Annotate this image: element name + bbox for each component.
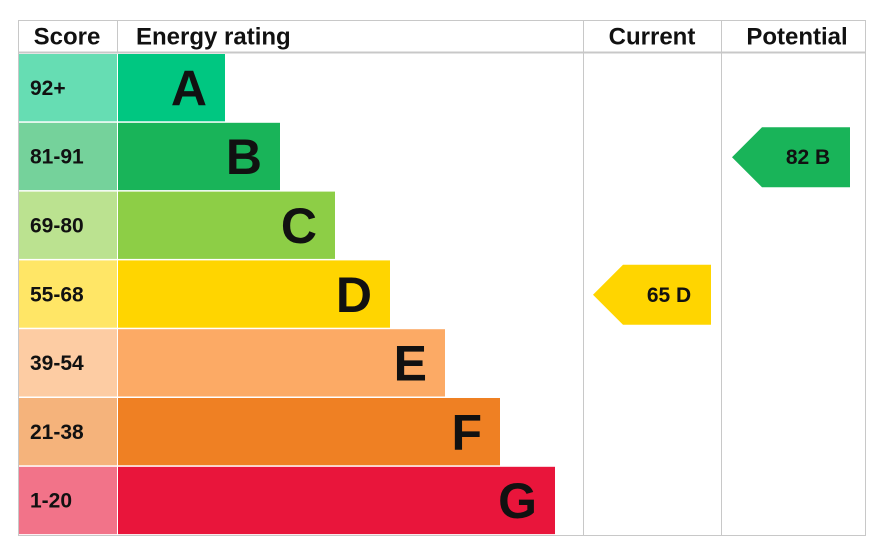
potential-rating: 82 B [786, 146, 830, 169]
potential-arrow [732, 127, 850, 188]
score-cell [19, 191, 117, 259]
rating-bar [118, 398, 500, 466]
current-letter: D [676, 283, 691, 306]
rating-letter: E [394, 336, 427, 392]
header-energy-rating: Energy rating [136, 24, 291, 51]
potential-letter: B [815, 146, 830, 169]
rating-letter: F [451, 404, 482, 460]
rating-letter: C [281, 198, 317, 254]
rating-bar [118, 122, 280, 191]
score-cell [19, 466, 117, 535]
score-label: 92+ [30, 77, 66, 100]
rating-bar [118, 466, 555, 535]
score-cell [19, 398, 117, 466]
potential-score: 82 [786, 146, 809, 169]
score-label: 1-20 [30, 490, 72, 513]
score-label: 69-80 [30, 215, 84, 238]
rating-letter: A [171, 60, 207, 116]
header-current: Current [609, 24, 696, 51]
score-label: 21-38 [30, 421, 84, 444]
score-cell [19, 54, 117, 122]
score-cell [19, 122, 117, 191]
header-score: Score [34, 24, 101, 51]
score-label: 81-91 [30, 146, 84, 169]
rating-bar [118, 191, 335, 259]
score-label: 55-68 [30, 283, 84, 306]
score-cell [19, 260, 117, 328]
rating-bar [118, 329, 445, 397]
score-label: 39-54 [30, 352, 84, 375]
score-cell [19, 329, 117, 397]
rating-bar [118, 260, 390, 328]
rating-letter: D [336, 267, 372, 323]
current-arrow [593, 264, 711, 325]
current-rating: 65 D [647, 283, 691, 306]
header-potential: Potential [746, 24, 847, 51]
rating-letter: B [226, 129, 262, 185]
rating-bar [118, 54, 225, 122]
current-score: 65 [647, 283, 671, 306]
rating-letter: G [498, 473, 537, 529]
